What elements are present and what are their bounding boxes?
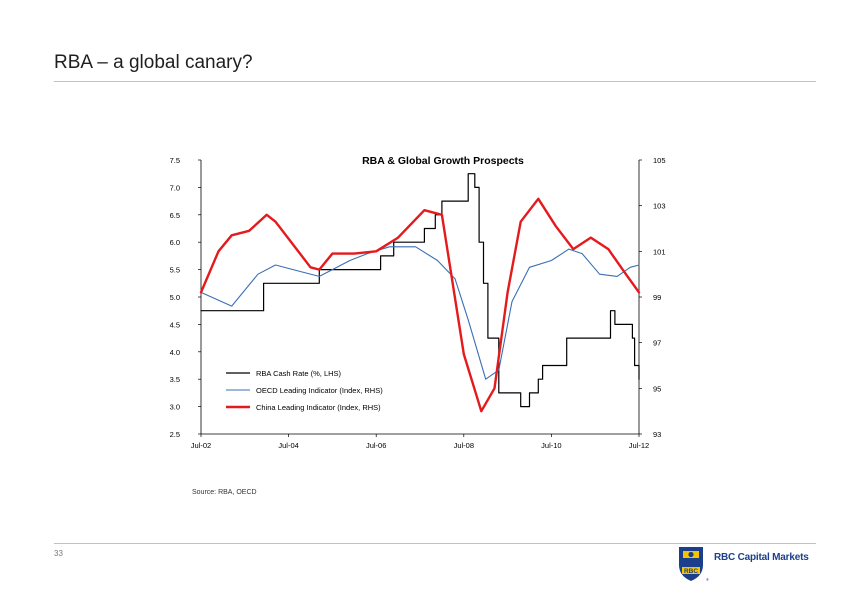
right-tick-label: 103	[653, 202, 666, 211]
left-tick-label: 2.5	[170, 430, 180, 439]
rbc-logo: RBC ® RBC Capital Markets	[676, 545, 816, 585]
x-tick-label: Jul-06	[366, 441, 386, 450]
logo-brand-text: RBC Capital Markets	[714, 552, 809, 563]
left-tick-label: 4.5	[170, 320, 180, 329]
left-tick-label: 3.0	[170, 403, 180, 412]
right-tick-label: 101	[653, 247, 666, 256]
x-tick-label: Jul-12	[629, 441, 649, 450]
slide-title: RBA – a global canary?	[54, 52, 253, 73]
legend-label: China Leading Indicator (Index, RHS)	[256, 403, 381, 412]
left-tick-label: 5.5	[170, 266, 180, 275]
left-tick-label: 7.5	[170, 156, 180, 165]
legend-label: OECD Leading Indicator (Index, RHS)	[256, 386, 383, 395]
logo-registered-mark: ®	[706, 577, 709, 582]
logo-emblem-text: RBC	[684, 568, 698, 575]
chart: 7.5 7.0 6.5 6.0 5.5 5.0 4.5 4.0 3.5 3.0 2.5 105 103 1…	[170, 155, 666, 450]
left-tick-label: 3.5	[170, 375, 180, 384]
right-tick-label: 93	[653, 430, 661, 439]
x-tick-label: Jul-10	[541, 441, 561, 450]
source-note: Source: RBA, OECD	[192, 489, 257, 496]
right-tick-label: 95	[653, 384, 661, 393]
chart-title: RBA & Global Growth Prospects	[362, 155, 524, 167]
x-tick-label: Jul-04	[278, 441, 298, 450]
rbc-lion-shield-icon: RBC ®	[679, 547, 709, 582]
x-tick-label: Jul-08	[454, 441, 474, 450]
left-tick-label: 6.5	[170, 211, 180, 220]
footer-divider	[54, 543, 816, 544]
oecd-indicator-line	[200, 246, 640, 380]
right-tick-label: 99	[653, 293, 661, 302]
title-divider	[54, 81, 816, 82]
china-indicator-line	[199, 197, 641, 413]
plot-area: 7.5 7.0 6.5 6.0 5.5 5.0 4.5 4.0 3.5 3.0 2.5 105 103 1…	[170, 156, 666, 450]
left-tick-label: 4.0	[170, 348, 180, 357]
page-number: 33	[54, 549, 63, 558]
left-tick-label: 6.0	[170, 238, 180, 247]
left-tick-label: 5.0	[170, 293, 180, 302]
legend-label: RBA Cash Rate (%, LHS)	[256, 369, 342, 378]
right-tick-label: 97	[653, 339, 661, 348]
x-tick-label: Jul-02	[191, 441, 211, 450]
left-tick-label: 7.0	[170, 183, 180, 192]
cash-rate-line	[200, 173, 640, 408]
right-tick-label: 105	[653, 156, 666, 165]
